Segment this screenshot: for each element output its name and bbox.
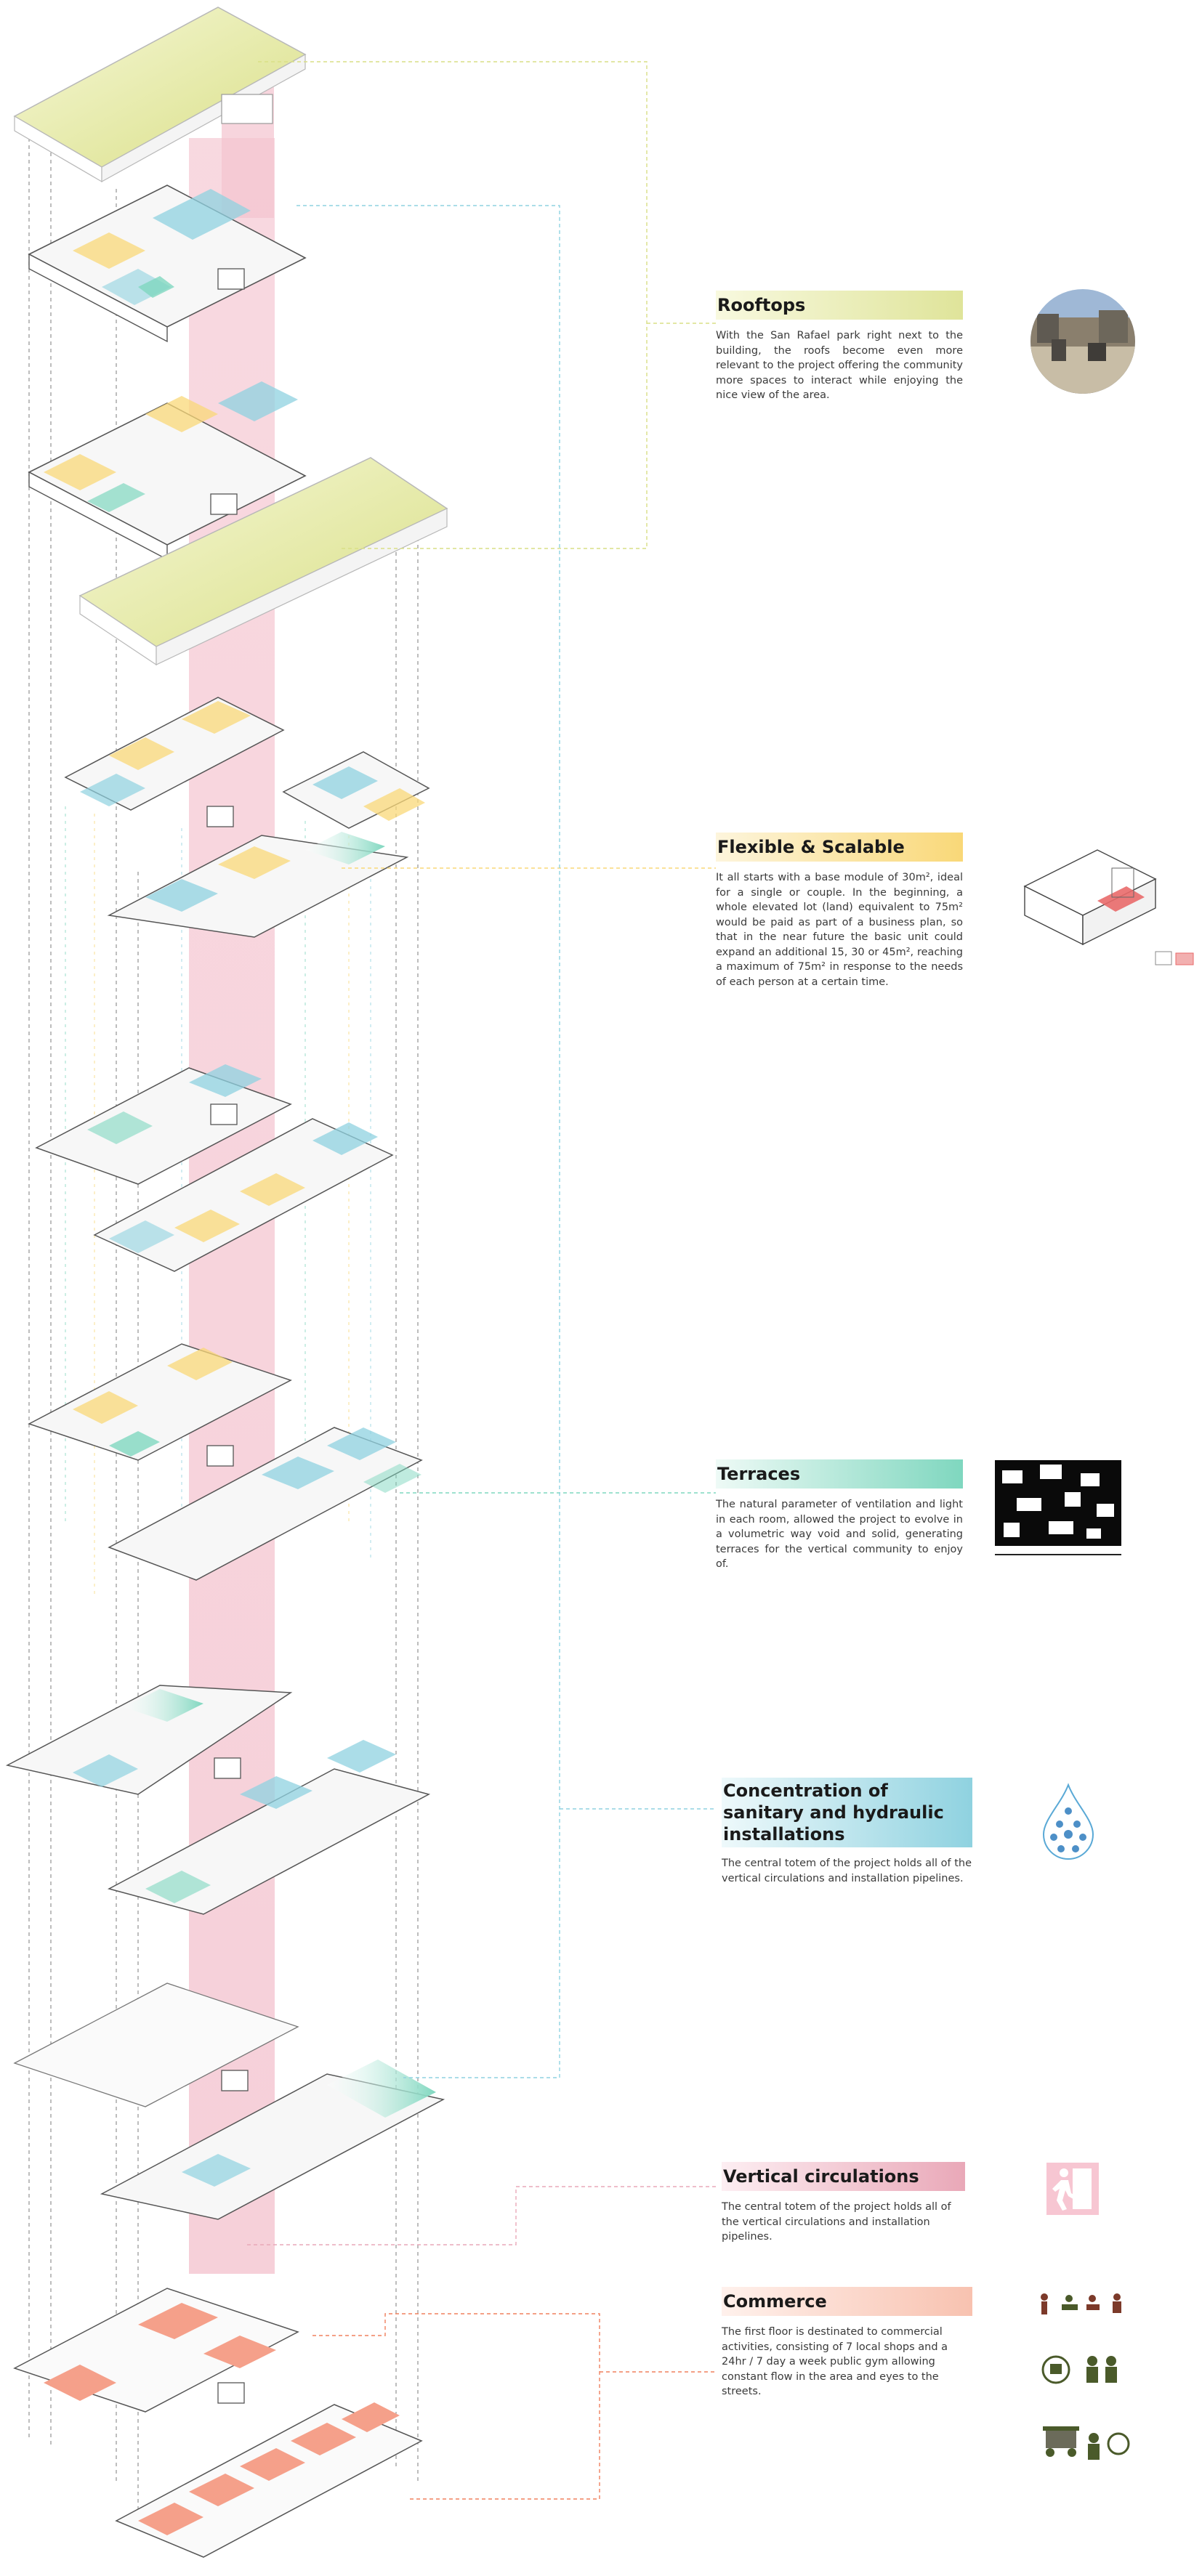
- section-heading-bar: Commerce: [722, 2287, 972, 2316]
- section-title: Terraces: [717, 1464, 801, 1484]
- section-title: Concentration of sanitary and hydraulic …: [723, 1781, 944, 1844]
- gym-activity-icons: [1041, 2293, 1121, 2314]
- section-text: The natural parameter of ventilation and…: [716, 1499, 963, 1571]
- section-text: The central totem of the project holds a…: [722, 1858, 972, 1884]
- commerce-icons: [1041, 2293, 1130, 2460]
- water-drop-icon: [1042, 1783, 1094, 1860]
- section-vertical-circulations: Vertical circulations The central totem …: [722, 2162, 965, 2245]
- section-heading-bar: Concentration of sanitary and hydraulic …: [722, 1778, 972, 1847]
- section-sanitary-hydraulic: Concentration of sanitary and hydraulic …: [722, 1778, 972, 1886]
- section-heading-bar: Terraces: [716, 1459, 963, 1489]
- market-stall-icons: [1043, 2426, 1130, 2460]
- section-text: It all starts with a base module of 30m²…: [716, 872, 963, 989]
- section-title: Vertical circulations: [723, 2166, 919, 2187]
- section-commerce: Commerce The first floor is destinated t…: [722, 2287, 972, 2399]
- leader-sanitary: [297, 205, 560, 2078]
- section-terraces: Terraces The natural parameter of ventil…: [716, 1459, 963, 1572]
- section-text: The first floor is destinated to commerc…: [722, 2326, 948, 2398]
- section-heading-bar: Rooftops: [716, 291, 963, 320]
- upper-floor-plate-1: [28, 185, 307, 343]
- exit-door-icon: [1046, 2163, 1099, 2215]
- section-flexible-scalable: Flexible & Scalable It all starts with a…: [716, 833, 963, 990]
- section-rooftops: Rooftops With the San Rafael park right …: [716, 291, 963, 403]
- section-heading-bar: Vertical circulations: [722, 2162, 965, 2191]
- section-text: The central totem of the project holds a…: [722, 2201, 951, 2243]
- rooftop-photo: [1030, 289, 1135, 394]
- residential-floors: [5, 697, 445, 2558]
- section-text: With the San Rafael park right next to t…: [716, 330, 963, 402]
- leader-commerce: [312, 2313, 600, 2500]
- section-title: Flexible & Scalable: [717, 837, 905, 857]
- section-title: Commerce: [723, 2291, 827, 2312]
- commerce-floors: [13, 2288, 423, 2558]
- leader-rooftops: [258, 61, 648, 549]
- modular-unit-axonometric: [1023, 849, 1194, 965]
- cafe-icons: [1041, 2355, 1117, 2384]
- void-solid-pattern: [995, 1460, 1121, 1555]
- section-title: Rooftops: [717, 295, 806, 315]
- section-heading-bar: Flexible & Scalable: [716, 833, 963, 862]
